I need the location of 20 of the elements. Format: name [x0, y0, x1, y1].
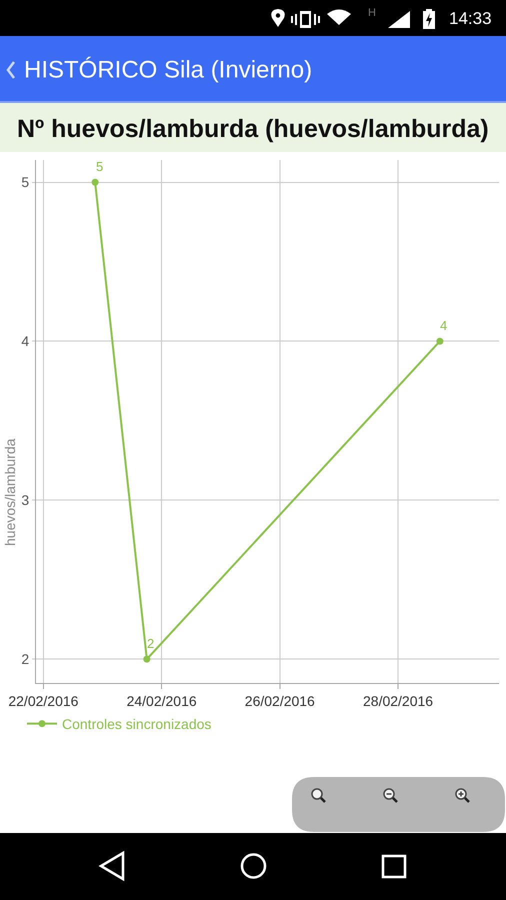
- legend-label: Controles sincronizados: [62, 716, 212, 732]
- text: H: [368, 7, 376, 19]
- point: [436, 338, 444, 345]
- data-label: 2: [147, 636, 154, 651]
- data-label: 4: [440, 318, 448, 333]
- data-label: 5: [96, 159, 104, 174]
- y-tick-label: 5: [21, 174, 30, 190]
- x-tick-label: 28/02/2016: [362, 692, 434, 709]
- chart-title: HISTÓRICO Sila (Invierno): [24, 56, 312, 84]
- y-axis-title: huevos/lamburda: [2, 438, 18, 546]
- y-tick-label: 3: [21, 492, 30, 508]
- point: [143, 656, 150, 663]
- x-tick-label: 24/02/2016: [126, 692, 197, 709]
- x-tick-label: 26/02/2016: [244, 692, 316, 709]
- y-tick-label: 2: [21, 651, 30, 668]
- y-tick-label: 4: [21, 333, 30, 350]
- x-tick-label: 22/02/2016: [8, 692, 79, 709]
- point: [92, 178, 99, 186]
- chart-subtitle: Nº huevos/lamburda (huevos/lamburda): [17, 115, 489, 143]
- text: 14:33: [449, 9, 492, 28]
